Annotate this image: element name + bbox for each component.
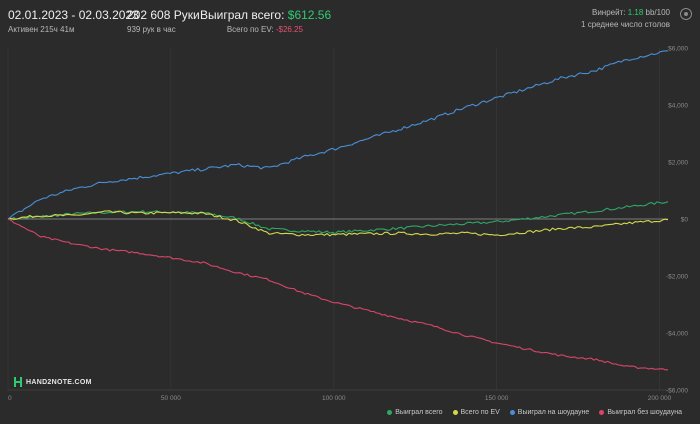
hands-per-hour: 939 рук в час bbox=[127, 25, 176, 34]
x-tick-label: 200 000 bbox=[648, 395, 672, 402]
legend-dot-icon bbox=[599, 410, 605, 415]
x-tick-label: 50 000 bbox=[161, 395, 181, 402]
ev-total: Всего по EV: -$26.25 bbox=[200, 25, 303, 34]
hands-block: 202 608 Руки 939 рук в час bbox=[127, 8, 200, 34]
ev-value: -$26.25 bbox=[275, 25, 303, 34]
winrate-value: 1.18 bbox=[627, 8, 644, 17]
date-block: 02.01.2023 - 02.03.2023 Активен 215ч 41м bbox=[8, 8, 139, 34]
y-tick-labels: $6,000 $4,000 $2,000 $0 -$2,000 -$4,000 -$6,00… bbox=[666, 46, 688, 395]
won-total-label: Выиграл всего: bbox=[200, 8, 285, 22]
series-line-1 bbox=[7, 210, 669, 237]
y-tick-label: $0 bbox=[681, 217, 689, 224]
legend-item[interactable]: Всего по EV bbox=[452, 409, 500, 416]
series-lines bbox=[7, 50, 669, 371]
legend-label: Всего по EV bbox=[460, 409, 500, 416]
x-tick-label: 0 bbox=[8, 395, 12, 402]
winrate-unit: bb/100 bbox=[645, 8, 670, 17]
logo-icon bbox=[14, 377, 22, 387]
won-total-value: $612.56 bbox=[287, 8, 332, 22]
active-time: Активен 215ч 41м bbox=[8, 25, 75, 34]
winrate: Винрейт: 1.18 bb/100 bbox=[581, 8, 670, 17]
legend-dot-icon bbox=[452, 410, 458, 415]
series-line-2 bbox=[7, 50, 668, 220]
x-tick-label: 150 000 bbox=[485, 395, 509, 402]
series-line-3 bbox=[7, 218, 668, 371]
avg-tables: 1 среднее число столов bbox=[581, 20, 670, 29]
legend-item[interactable]: Выиграл без шоудауна bbox=[599, 409, 682, 416]
y-tick-label: $2,000 bbox=[668, 160, 688, 167]
date-range[interactable]: 02.01.2023 - 02.03.2023 bbox=[8, 8, 139, 22]
legend: Выиграл всего Всего по EV Выиграл на шоуда… bbox=[387, 409, 682, 416]
logo: HAND2NOTE.COM bbox=[14, 377, 92, 387]
x-tick-labels: 0 50 000 100 000 150 000 200 000 bbox=[8, 395, 672, 402]
ev-label: Всего по EV: bbox=[226, 25, 274, 34]
logo-text: HAND2NOTE.COM bbox=[26, 378, 92, 386]
hands-count: 202 608 Руки bbox=[127, 8, 200, 22]
won-total: Выиграл всего: $612.56 bbox=[200, 8, 331, 22]
y-tick-label: -$4,000 bbox=[666, 331, 688, 338]
y-tick-label: $6,000 bbox=[668, 46, 688, 53]
y-tick-label: $4,000 bbox=[668, 103, 688, 110]
y-tick-label: -$6,000 bbox=[666, 388, 688, 395]
legend-label: Выиграл всего bbox=[395, 409, 443, 416]
winrate-block: Винрейт: 1.18 bb/100 1 среднее число сто… bbox=[581, 8, 670, 29]
series-line-0 bbox=[7, 201, 669, 235]
legend-item[interactable]: Выиграл на шоудауне bbox=[509, 409, 590, 416]
legend-dot-icon bbox=[509, 410, 515, 415]
legend-dot-icon bbox=[387, 410, 393, 415]
x-tick-label: 100 000 bbox=[322, 395, 346, 402]
legend-label: Выиграл без шоудауна bbox=[607, 409, 682, 416]
legend-label: Выиграл на шоудауне bbox=[517, 409, 590, 416]
winrate-label: Винрейт: bbox=[592, 8, 626, 17]
legend-item[interactable]: Выиграл всего bbox=[387, 409, 443, 416]
settings-gear-icon[interactable] bbox=[680, 8, 692, 20]
header: 02.01.2023 - 02.03.2023 Активен 215ч 41м… bbox=[0, 0, 700, 40]
y-tick-label: -$2,000 bbox=[666, 274, 688, 281]
winnings-block: Выиграл всего: $612.56 Всего по EV: -$26… bbox=[200, 8, 331, 34]
